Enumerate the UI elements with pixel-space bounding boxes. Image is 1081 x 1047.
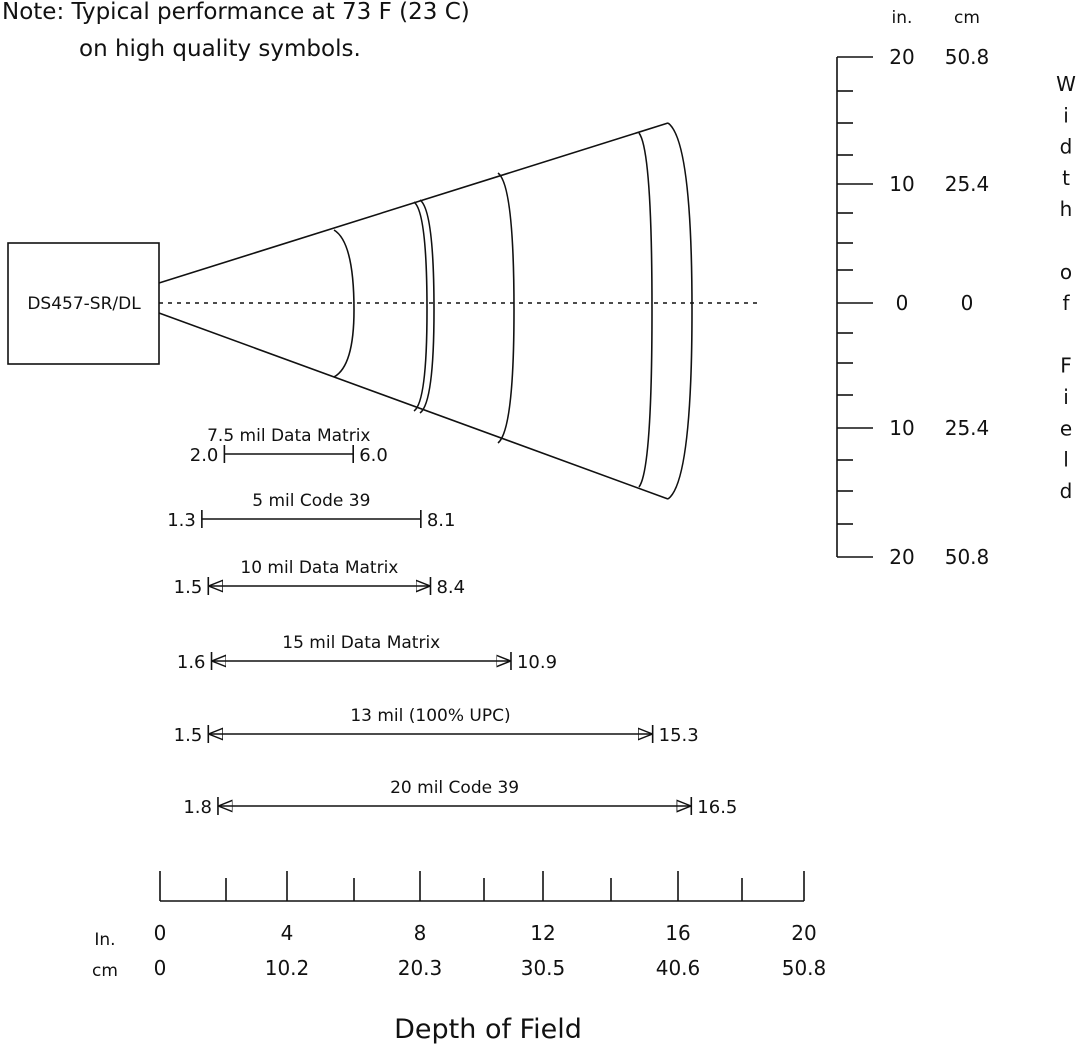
depth-tick-cm-label: 10.2 <box>265 956 310 980</box>
range-far-value: 16.5 <box>697 797 737 818</box>
width-unit-in: in. <box>892 8 913 28</box>
range-near-value: 1.5 <box>174 577 203 598</box>
depth-tick-cm-label: 30.5 <box>521 956 566 980</box>
range-far-value: 10.9 <box>517 652 557 673</box>
depth-tick-cm-label: 40.6 <box>656 956 701 980</box>
width-title-letter: e <box>1060 416 1072 440</box>
width-tick-cm-label: 0 <box>961 291 974 315</box>
depth-tick-cm-label: 0 <box>154 956 167 980</box>
depth-tick-cm-label: 50.8 <box>782 956 827 980</box>
width-tick-labels: 20 50.8 10 25.4 0 0 10 25.4 20 50.8 <box>889 45 989 569</box>
range-bar: 1.5 15.3 13 mil (100% UPC) <box>174 706 699 746</box>
width-tick-cm-label: 25.4 <box>945 172 990 196</box>
width-tick-in-label: 10 <box>889 172 914 196</box>
depth-tick-in-label: 20 <box>791 921 816 945</box>
width-tick-in-label: 20 <box>889 45 914 69</box>
note-line-2: on high quality symbols. <box>79 36 361 62</box>
width-tick-cm-label: 50.8 <box>945 545 990 569</box>
range-near-value: 1.6 <box>177 652 206 673</box>
range-bar: 1.5 8.4 10 mil Data Matrix <box>174 558 465 598</box>
range-far-value: 8.1 <box>427 510 456 531</box>
width-tick-in-label: 20 <box>889 545 914 569</box>
width-tick-in-label: 0 <box>896 291 909 315</box>
width-title-letter: h <box>1060 197 1073 221</box>
width-title-letter: o <box>1060 260 1072 284</box>
range-bar: 1.6 10.9 15 mil Data Matrix <box>177 633 557 673</box>
range-far-value: 15.3 <box>659 725 699 746</box>
depth-axis <box>159 871 805 902</box>
width-title-letter: d <box>1060 135 1073 159</box>
range-bar: 1.8 16.5 20 mil Code 39 <box>183 778 737 818</box>
range-symbol-label: 15 mil Data Matrix <box>282 633 440 653</box>
depth-tick-cm-label: 20.3 <box>398 956 443 980</box>
range-near-value: 2.0 <box>190 445 219 466</box>
width-tick-cm-label: 25.4 <box>945 416 990 440</box>
depth-tick-in-label: 16 <box>665 921 690 945</box>
scanner-label: DS457-SR/DL <box>27 294 141 314</box>
width-tick-cm-label: 50.8 <box>945 45 990 69</box>
range-symbol-label: 10 mil Data Matrix <box>240 558 398 578</box>
scan-cone <box>158 122 693 500</box>
width-title-letter: W <box>1056 72 1076 96</box>
depth-unit-cm: cm <box>92 961 118 981</box>
range-far-value: 6.0 <box>359 445 388 466</box>
depth-tick-in-label: 8 <box>414 921 427 945</box>
note-line-1: Note: Typical performance at 73 F (23 C) <box>2 0 470 25</box>
range-symbol-label: 20 mil Code 39 <box>390 778 519 798</box>
depth-axis-title: Depth of Field <box>394 1014 582 1045</box>
width-title-letter: t <box>1062 166 1070 190</box>
width-title-letter: i <box>1063 103 1069 127</box>
range-symbol-label: 7.5 mil Data Matrix <box>207 426 370 446</box>
width-title-letter: f <box>1062 291 1070 315</box>
depth-tick-in-label: 12 <box>530 921 555 945</box>
range-symbol-label: 5 mil Code 39 <box>252 491 370 511</box>
range-near-value: 1.5 <box>174 725 203 746</box>
scanner-box: DS457-SR/DL <box>7 242 160 365</box>
width-title-letter: d <box>1060 479 1073 503</box>
depth-tick-labels: 0 0 4 10.2 8 20.3 12 30.5 16 40.6 20 50.8 <box>154 921 827 980</box>
range-near-value: 1.3 <box>167 510 196 531</box>
range-symbol-label: 13 mil (100% UPC) <box>350 706 510 726</box>
width-tick-in-label: 10 <box>889 416 914 440</box>
range-bar: 1.3 8.1 5 mil Code 39 <box>167 491 455 531</box>
range-bar: 2.0 6.07.5 mil Data Matrix <box>190 426 388 466</box>
range-bars: 2.0 6.07.5 mil Data Matrix 1.3 8.1 5 mil Cod… <box>167 426 737 818</box>
depth-unit-in: In. <box>94 930 115 950</box>
width-title-letter: l <box>1063 448 1069 472</box>
width-unit-cm: cm <box>954 8 980 28</box>
depth-tick-in-label: 4 <box>281 921 294 945</box>
width-title-letter: i <box>1063 385 1069 409</box>
width-title-letter: F <box>1060 354 1072 378</box>
width-axis <box>836 56 873 558</box>
range-far-value: 8.4 <box>436 577 465 598</box>
depth-tick-in-label: 0 <box>154 921 167 945</box>
range-near-value: 1.8 <box>183 797 212 818</box>
